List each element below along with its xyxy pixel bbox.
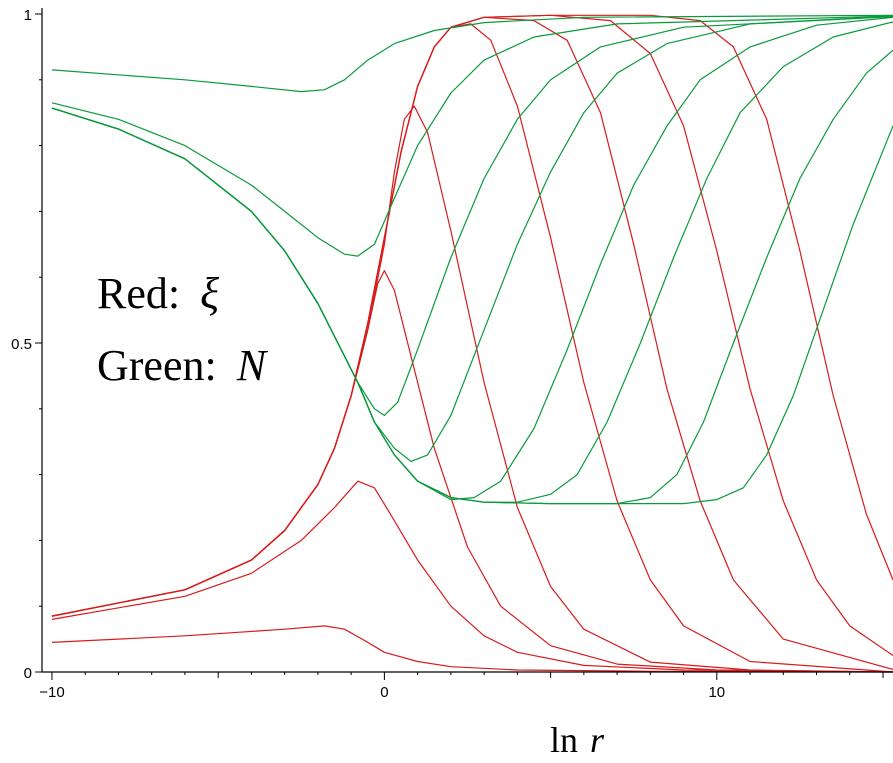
- series-line-green-8: [51, 14, 893, 93]
- legend-label-green: Green:: [97, 341, 217, 390]
- series-line-green-9: [51, 15, 893, 257]
- y-tick-label-2: 1: [24, 7, 32, 24]
- series-line-red-7: [51, 14, 893, 617]
- series-line-green-11: [51, 15, 893, 462]
- axes: [41, 8, 893, 673]
- legend: Red: ξ Green: N: [97, 269, 269, 390]
- x-ticks: −10 0 10: [39, 672, 884, 701]
- x-axis-label-var: r: [590, 720, 605, 760]
- x-tick-label-0: −10: [39, 684, 64, 701]
- series-line-red-1: [51, 480, 893, 673]
- series-line-red-0: [51, 625, 893, 673]
- y-tick-label-0: 0: [24, 665, 32, 682]
- y-tick-label-1: 0.5: [11, 336, 32, 353]
- series-line-green-15: [51, 107, 893, 505]
- x-tick-label-2: 10: [708, 684, 725, 701]
- legend-entry-green: Green: N: [97, 341, 269, 390]
- legend-entry-red: Red: ξ: [97, 269, 219, 318]
- legend-symbol-n: N: [236, 341, 269, 390]
- plot-lines: [51, 14, 893, 673]
- series-line-red-6: [51, 14, 893, 656]
- y-ticks: 00.51: [11, 7, 42, 682]
- x-axis-label: ln r: [550, 720, 605, 760]
- legend-label-red: Red:: [97, 269, 180, 318]
- x-tick-label-1: 0: [380, 684, 388, 701]
- legend-symbol-xi: ξ: [200, 269, 219, 318]
- x-axis-label-fn: ln: [550, 720, 578, 760]
- series-line-green-13: [51, 21, 893, 503]
